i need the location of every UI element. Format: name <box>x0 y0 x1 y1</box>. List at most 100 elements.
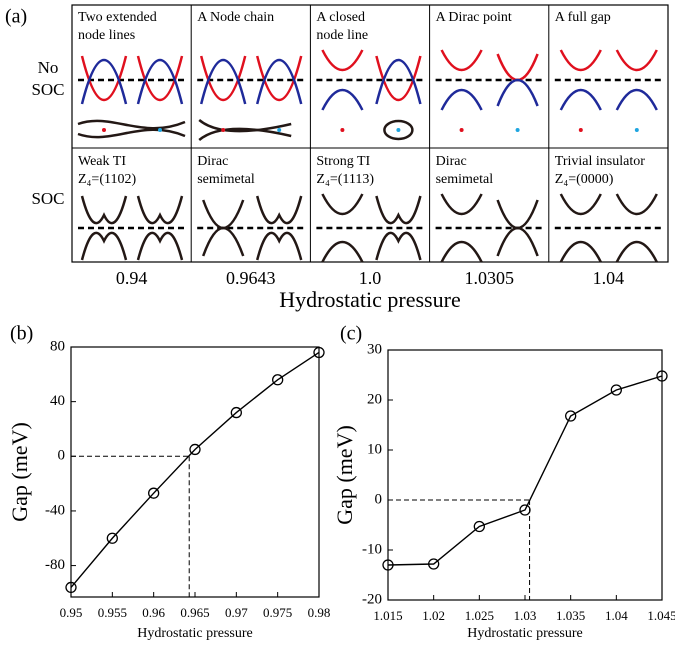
cell-text: Dirac <box>436 154 467 169</box>
y-tick-label: -10 <box>362 541 382 557</box>
cell-text: A Dirac point <box>436 10 512 25</box>
x-tick-label: 0.975 <box>263 605 292 620</box>
cell-text: Trivial insulator <box>555 154 645 169</box>
x-tick-label: 0.965 <box>180 605 209 620</box>
node-point <box>340 128 345 132</box>
node-point <box>634 128 639 132</box>
node-point <box>158 128 162 132</box>
grid-frame <box>71 4 669 263</box>
cell-text: Dirac <box>197 154 228 169</box>
x-axis-title: Hydrostatic pressure <box>467 626 582 641</box>
plot-frame <box>70 346 320 598</box>
data-line <box>387 375 663 566</box>
band <box>375 231 422 261</box>
row-label: SOC <box>31 80 64 99</box>
x-tick-label: 0.95 <box>60 605 83 620</box>
band <box>136 195 184 225</box>
band <box>615 193 658 216</box>
band <box>255 55 303 102</box>
cell-text: Z₄=(1102) <box>78 172 136 187</box>
band <box>615 49 658 72</box>
node-point <box>102 128 106 132</box>
axis-title: Hydrostatic pressure <box>279 287 460 312</box>
y-tick-label: 0 <box>58 448 66 464</box>
node-point <box>459 128 464 132</box>
pressure-label: 1.04 <box>593 268 625 288</box>
band <box>496 226 539 257</box>
data-point <box>428 558 440 570</box>
node-point <box>396 128 401 132</box>
band <box>615 88 658 111</box>
x-tick-label: 1.035 <box>556 608 585 623</box>
band <box>136 55 184 102</box>
pressure-label: 0.9643 <box>226 268 276 288</box>
band <box>321 240 364 263</box>
pressure-label: 0.94 <box>116 268 148 288</box>
pressure-label: 1.0305 <box>464 268 514 288</box>
y-tick-label: 30 <box>367 341 382 357</box>
y-tick-label: -40 <box>45 502 65 518</box>
band <box>255 195 303 225</box>
band <box>496 53 539 82</box>
cell-text: Weak TI <box>78 154 126 169</box>
x-tick-label: 1.02 <box>422 608 445 623</box>
x-axis-title: Hydrostatic pressure <box>137 626 252 641</box>
band <box>375 58 422 105</box>
data-point <box>189 443 201 456</box>
data-point <box>473 520 485 533</box>
data-point <box>272 374 284 386</box>
node-line <box>198 119 292 133</box>
band <box>202 199 245 230</box>
cell-text: semimetal <box>436 172 494 187</box>
band <box>80 231 128 261</box>
y-tick-label: 80 <box>50 338 65 354</box>
band <box>615 240 658 263</box>
cell-text: Strong TI <box>316 154 370 169</box>
cell-text: Z₄=(1113) <box>316 172 374 187</box>
data-point <box>106 532 118 544</box>
band <box>559 88 602 111</box>
x-tick-label: 1.025 <box>465 608 494 623</box>
band <box>199 55 247 102</box>
node-point <box>221 128 226 132</box>
x-tick-label: 1.03 <box>514 608 537 623</box>
data-point <box>382 559 394 571</box>
band <box>80 58 128 105</box>
x-tick-label: 0.955 <box>98 605 127 620</box>
band <box>440 193 483 216</box>
pressure-label: 1.0 <box>359 268 382 288</box>
panel-label: (c) <box>340 323 362 345</box>
cell-text: semimetal <box>197 172 255 187</box>
node-loop <box>383 119 414 141</box>
band <box>559 193 602 216</box>
cell-text: node line <box>316 28 368 43</box>
data-point <box>656 370 668 382</box>
x-tick-label: 1.045 <box>647 608 675 623</box>
band <box>321 193 364 216</box>
node-point <box>578 128 583 132</box>
panel-label: (b) <box>10 323 33 345</box>
y-tick-label: 10 <box>367 441 382 457</box>
x-tick-label: 0.97 <box>225 605 248 620</box>
data-point <box>65 581 77 594</box>
x-tick-label: 0.96 <box>142 605 165 620</box>
data-point <box>313 346 325 359</box>
node-line <box>198 127 292 141</box>
band <box>136 58 184 105</box>
node-line <box>77 128 186 139</box>
y-tick-label: 0 <box>375 491 383 507</box>
band <box>496 78 539 107</box>
y-tick-label: -20 <box>362 591 382 607</box>
y-tick-label: 40 <box>50 393 65 409</box>
cell-text: Z₄=(0000) <box>555 172 614 187</box>
band <box>375 55 422 102</box>
data-line <box>70 351 320 588</box>
x-tick-label: 1.04 <box>605 608 628 623</box>
band <box>440 49 483 72</box>
panel-label: (a) <box>5 6 27 28</box>
band <box>321 88 364 111</box>
node-point <box>277 128 282 132</box>
data-point <box>519 504 531 516</box>
band <box>80 55 128 102</box>
